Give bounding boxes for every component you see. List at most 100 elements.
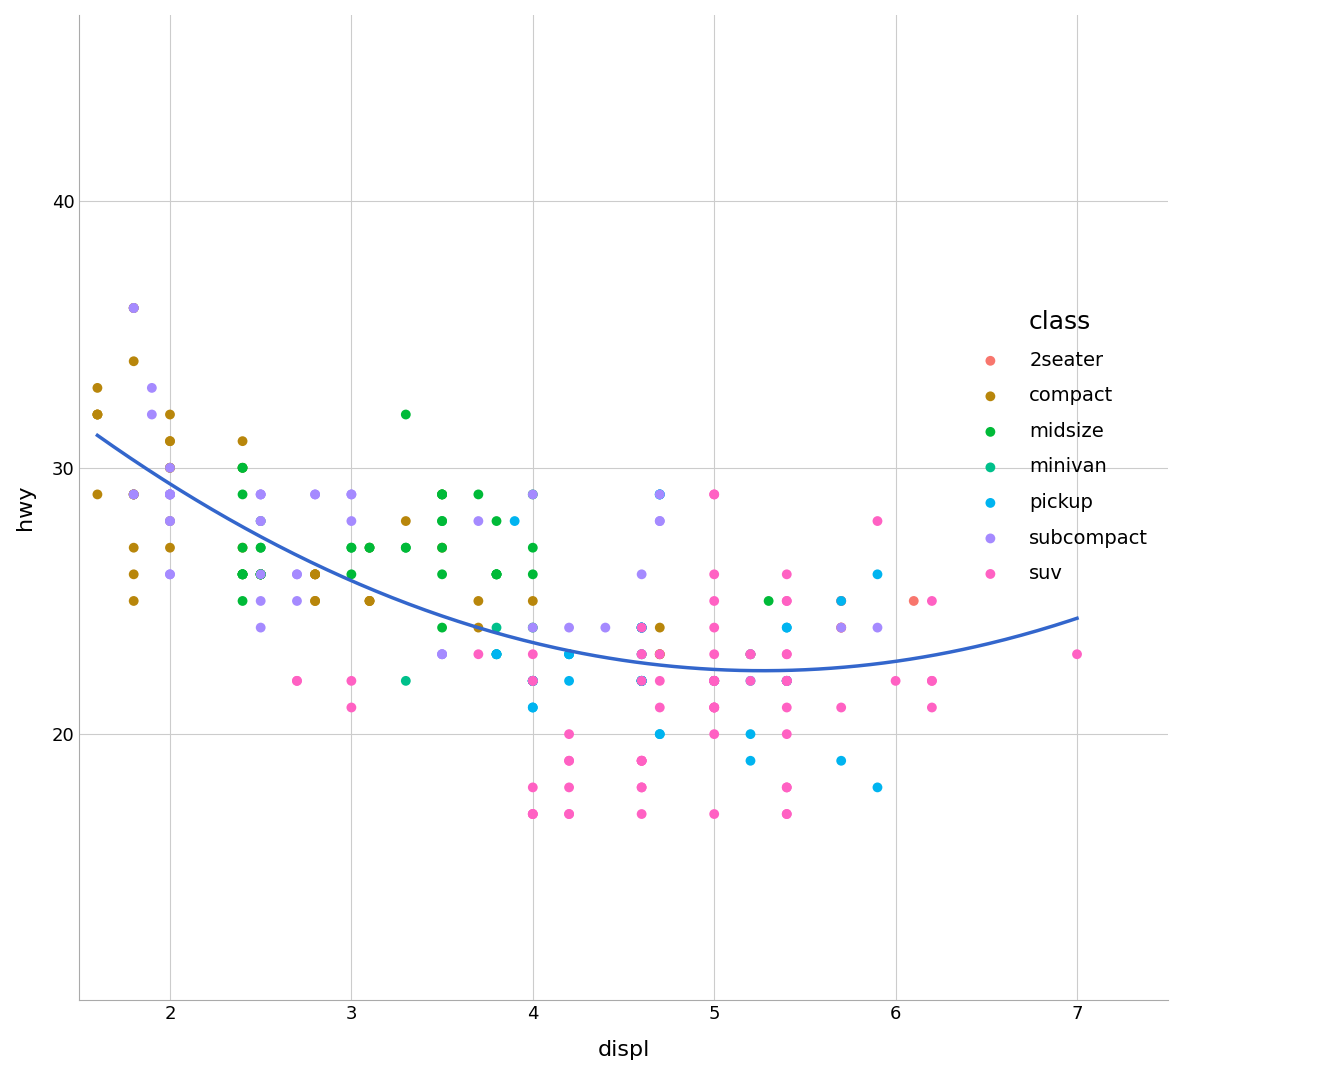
pickup xyxy=(739,752,761,770)
midsize xyxy=(231,565,253,583)
compact xyxy=(304,565,325,583)
X-axis label: displ: displ xyxy=(597,1040,649,1060)
2seater xyxy=(831,619,852,636)
suv xyxy=(921,672,942,689)
subcompact xyxy=(304,486,325,503)
suv xyxy=(775,672,797,689)
pickup xyxy=(521,672,543,689)
minivan xyxy=(485,646,507,663)
suv xyxy=(703,592,724,610)
subcompact xyxy=(340,513,362,530)
pickup xyxy=(775,619,797,636)
suv xyxy=(649,672,671,689)
suv xyxy=(921,672,942,689)
midsize xyxy=(521,539,543,556)
compact xyxy=(359,592,380,610)
suv xyxy=(521,672,543,689)
compact xyxy=(159,459,180,476)
minivan xyxy=(485,646,507,663)
compact xyxy=(304,565,325,583)
pickup xyxy=(703,672,724,689)
pickup xyxy=(630,619,652,636)
suv xyxy=(703,699,724,716)
midsize xyxy=(431,486,453,503)
minivan xyxy=(521,672,543,689)
suv xyxy=(703,805,724,822)
compact xyxy=(395,513,417,530)
suv xyxy=(775,805,797,822)
suv xyxy=(630,646,652,663)
pickup xyxy=(521,672,543,689)
suv xyxy=(775,778,797,796)
compact xyxy=(122,299,144,316)
pickup xyxy=(630,619,652,636)
pickup xyxy=(504,513,526,530)
suv xyxy=(775,592,797,610)
midsize xyxy=(359,539,380,556)
compact xyxy=(122,486,144,503)
subcompact xyxy=(431,646,453,663)
compact xyxy=(304,565,325,583)
suv xyxy=(630,778,652,796)
suv xyxy=(867,513,888,530)
minivan xyxy=(775,672,797,689)
pickup xyxy=(649,726,671,743)
suv xyxy=(775,726,797,743)
pickup xyxy=(521,672,543,689)
midsize xyxy=(250,565,271,583)
pickup xyxy=(521,672,543,689)
subcompact xyxy=(521,619,543,636)
midsize xyxy=(231,459,253,476)
compact xyxy=(250,565,271,583)
midsize xyxy=(340,539,362,556)
pickup xyxy=(831,752,852,770)
Legend: 2seater, compact, midsize, minivan, pickup, subcompact, suv: 2seater, compact, midsize, minivan, pick… xyxy=(961,301,1159,592)
pickup xyxy=(630,672,652,689)
compact xyxy=(359,592,380,610)
suv xyxy=(649,699,671,716)
subcompact xyxy=(340,486,362,503)
compact xyxy=(739,646,761,663)
pickup xyxy=(649,486,671,503)
pickup xyxy=(775,672,797,689)
subcompact xyxy=(159,486,180,503)
pickup xyxy=(521,699,543,716)
midsize xyxy=(231,592,253,610)
suv xyxy=(558,778,579,796)
minivan xyxy=(630,672,652,689)
compact xyxy=(159,513,180,530)
suv xyxy=(468,646,489,663)
compact xyxy=(231,459,253,476)
subcompact xyxy=(630,565,652,583)
subcompact xyxy=(159,565,180,583)
subcompact xyxy=(250,565,271,583)
suv xyxy=(831,699,852,716)
suv xyxy=(703,672,724,689)
suv xyxy=(286,672,308,689)
compact xyxy=(159,432,180,449)
pickup xyxy=(775,672,797,689)
suv xyxy=(558,805,579,822)
suv xyxy=(775,805,797,822)
suv xyxy=(521,805,543,822)
compact xyxy=(122,299,144,316)
suv xyxy=(703,672,724,689)
suv xyxy=(340,699,362,716)
midsize xyxy=(431,539,453,556)
subcompact xyxy=(159,513,180,530)
compact xyxy=(231,565,253,583)
midsize xyxy=(485,565,507,583)
suv xyxy=(630,805,652,822)
suv xyxy=(775,699,797,716)
midsize xyxy=(250,565,271,583)
pickup xyxy=(521,699,543,716)
midsize xyxy=(250,539,271,556)
subcompact xyxy=(250,513,271,530)
compact xyxy=(521,592,543,610)
suv xyxy=(1066,646,1087,663)
suv xyxy=(521,805,543,822)
subcompact xyxy=(739,646,761,663)
minivan xyxy=(703,672,724,689)
pickup xyxy=(649,726,671,743)
pickup xyxy=(739,672,761,689)
